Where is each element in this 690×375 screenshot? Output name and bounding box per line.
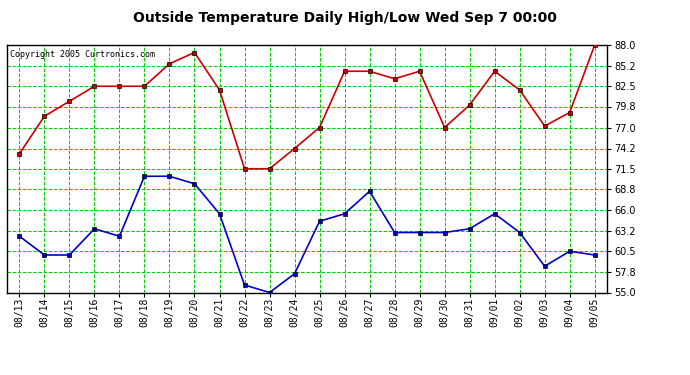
Text: Outside Temperature Daily High/Low Wed Sep 7 00:00: Outside Temperature Daily High/Low Wed S…	[133, 11, 557, 25]
Text: Copyright 2005 Curtronics.com: Copyright 2005 Curtronics.com	[10, 50, 155, 59]
